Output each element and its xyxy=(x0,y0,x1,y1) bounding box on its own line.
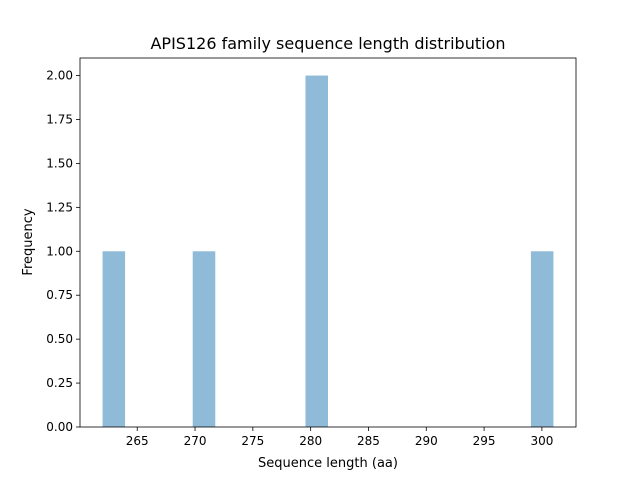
axes-frame xyxy=(79,57,577,428)
y-tick-label: 2.00 xyxy=(46,69,73,83)
x-tick-label: 300 xyxy=(530,434,553,448)
x-axis-ticks: 265 270 275 280 285 290 295 300 xyxy=(126,427,553,448)
y-tick-label: 0.50 xyxy=(46,332,73,346)
histogram-bar xyxy=(102,251,126,427)
histogram-bar xyxy=(192,251,216,427)
y-tick-label: 1.00 xyxy=(46,244,73,258)
y-tick-label: 1.50 xyxy=(46,156,73,170)
histogram-bar xyxy=(530,251,554,427)
x-tick-label: 295 xyxy=(473,434,496,448)
x-tick-label: 280 xyxy=(299,434,322,448)
y-axis-label: Frequency xyxy=(21,208,36,275)
x-tick-label: 285 xyxy=(357,434,380,448)
x-tick-label: 275 xyxy=(241,434,264,448)
x-tick-label: 270 xyxy=(184,434,207,448)
x-tick-label: 265 xyxy=(126,434,149,448)
histogram-bar xyxy=(305,75,328,428)
y-tick-label: 1.75 xyxy=(46,113,73,127)
y-tick-label: 1.25 xyxy=(46,200,73,214)
y-tick-label: 0.25 xyxy=(46,376,73,390)
x-axis-label: Sequence length (aa) xyxy=(258,456,398,471)
y-tick-label: 0.00 xyxy=(46,420,73,434)
chart-title: APIS126 family sequence length distribut… xyxy=(150,34,505,53)
y-axis-ticks: 0.00 0.25 0.50 0.75 1.00 1.25 1.50 1.75 2.00 xyxy=(46,69,80,434)
bars xyxy=(102,75,554,428)
x-tick-label: 290 xyxy=(415,434,438,448)
y-tick-label: 0.75 xyxy=(46,288,73,302)
